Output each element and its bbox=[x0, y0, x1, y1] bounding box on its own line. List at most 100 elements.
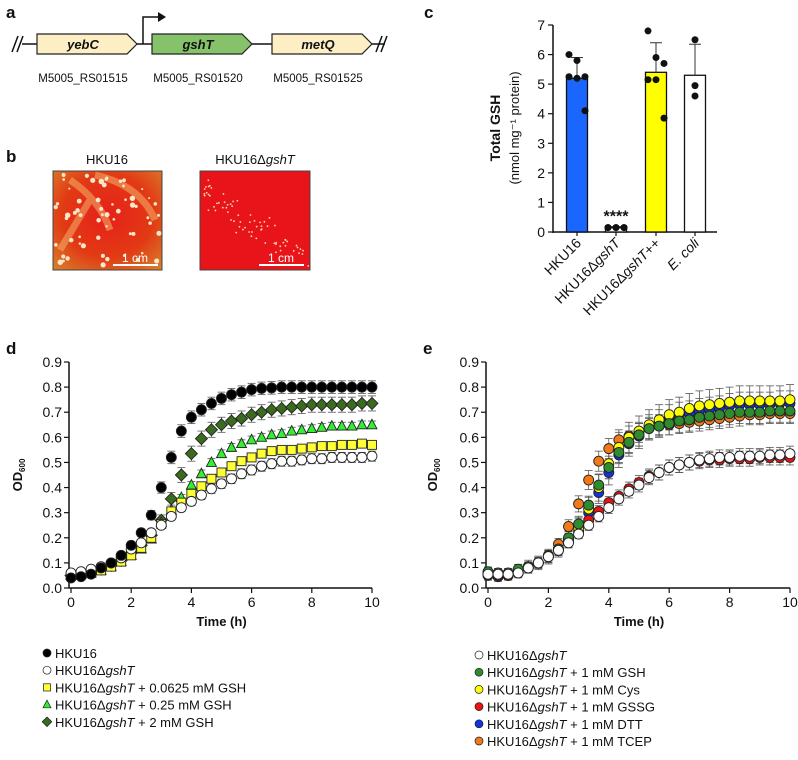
data-point bbox=[754, 450, 766, 462]
data-point bbox=[115, 549, 127, 561]
data-point bbox=[336, 439, 347, 450]
y-tick-label: 0.4 bbox=[460, 480, 480, 496]
y-axis-title-main: OD bbox=[425, 472, 440, 492]
break-mark-icon bbox=[375, 35, 388, 53]
label-part: + 1 mM DTT bbox=[567, 717, 643, 732]
colony bbox=[157, 213, 160, 217]
data-point bbox=[185, 478, 198, 490]
colony bbox=[101, 182, 107, 188]
data-point bbox=[316, 420, 328, 432]
data-point bbox=[703, 399, 715, 411]
data-point bbox=[276, 444, 287, 455]
colony bbox=[248, 231, 251, 233]
growth-chart-e: 0.0 0.1 0.2 0.3 0.4 0.5 0.6 0.7 0.8 0.9 0 2 4 6 8 10 Tim… bbox=[425, 354, 798, 749]
data-point bbox=[246, 384, 258, 396]
legend-label: HKU16ΔgshT bbox=[487, 648, 568, 663]
data-point bbox=[754, 406, 766, 418]
colony bbox=[105, 225, 108, 228]
colony bbox=[301, 253, 304, 255]
colony bbox=[295, 244, 298, 247]
colony bbox=[61, 173, 66, 177]
colony bbox=[100, 262, 106, 268]
gene-locus: M5005_RS01520 bbox=[153, 73, 243, 85]
data-point bbox=[643, 423, 655, 434]
data-point bbox=[296, 381, 308, 393]
data-point bbox=[65, 572, 77, 584]
y-axis-units: (nmol mg⁻¹ protein) bbox=[507, 71, 522, 184]
y-axis-title-subscript: 600 bbox=[433, 458, 442, 472]
colony bbox=[148, 221, 152, 225]
x-tick-label: 2 bbox=[127, 594, 135, 610]
data-point bbox=[316, 441, 327, 452]
data-point bbox=[195, 489, 207, 501]
data-point bbox=[195, 404, 207, 416]
data-point bbox=[573, 74, 581, 82]
legend-label: HKU16ΔgshT + 0.25 mM GSH bbox=[55, 698, 232, 713]
data-point bbox=[306, 442, 317, 453]
gene-arrow-yebC bbox=[36, 33, 138, 55]
data-point bbox=[784, 405, 796, 417]
y-tick-label: 0.1 bbox=[43, 555, 63, 571]
colony bbox=[96, 235, 101, 240]
x-tick-label: 4 bbox=[605, 594, 613, 610]
colony bbox=[54, 243, 58, 247]
colony bbox=[273, 242, 276, 245]
colony bbox=[230, 219, 232, 221]
gene-locus: M5005_RS01525 bbox=[273, 73, 363, 85]
colony bbox=[260, 228, 263, 231]
label-part: HKU16 bbox=[55, 646, 97, 661]
legend-marker-icon bbox=[474, 650, 484, 660]
colony bbox=[299, 248, 302, 251]
label-part: HKU16Δ bbox=[487, 648, 538, 663]
data-point bbox=[155, 519, 167, 531]
colony bbox=[64, 212, 71, 218]
colony bbox=[53, 205, 58, 210]
label-part: HKU16Δ bbox=[487, 682, 538, 697]
label-part: HKU16Δ bbox=[487, 717, 538, 732]
y-axis-title: OD600 bbox=[425, 458, 442, 491]
colony bbox=[84, 173, 90, 178]
colony bbox=[129, 202, 136, 208]
data-point bbox=[620, 224, 628, 232]
panel-label-d: d bbox=[6, 339, 16, 358]
colony bbox=[61, 254, 66, 259]
colony bbox=[100, 253, 105, 258]
data-point bbox=[276, 381, 288, 393]
label-part-italic: E. coli bbox=[664, 234, 703, 273]
data-point bbox=[581, 107, 589, 115]
data-point bbox=[256, 448, 267, 459]
label-part: HKU16Δ bbox=[55, 663, 106, 678]
colony bbox=[205, 191, 208, 194]
x-tick-label: 2 bbox=[545, 594, 553, 610]
y-tick-label: 0.9 bbox=[43, 354, 63, 370]
colony bbox=[76, 198, 82, 204]
colony bbox=[302, 249, 304, 252]
data-point bbox=[764, 449, 776, 461]
colony bbox=[129, 195, 136, 202]
data-point bbox=[724, 408, 736, 419]
colony bbox=[242, 228, 244, 231]
colony bbox=[226, 203, 229, 206]
y-axis-title: Total GSH bbox=[487, 95, 503, 162]
colony bbox=[205, 185, 207, 188]
data-point bbox=[563, 521, 574, 532]
colony bbox=[255, 237, 258, 240]
colony bbox=[216, 202, 218, 205]
gene-arrow-metQ bbox=[271, 33, 373, 55]
label-part: + 0.25 mM GSH bbox=[135, 698, 232, 713]
colony bbox=[61, 259, 65, 263]
colony bbox=[217, 201, 220, 204]
colony bbox=[96, 218, 101, 223]
bar-chart-total-gsh: Total GSH (nmol mg⁻¹ protein) 01234567HK… bbox=[487, 17, 717, 318]
y-tick-label: 0.3 bbox=[43, 505, 63, 521]
legend-label: HKU16ΔgshT + 1 mM GSSG bbox=[487, 700, 655, 715]
label-part-italic: gshT bbox=[538, 665, 568, 680]
colony bbox=[99, 206, 104, 211]
data-point bbox=[784, 394, 796, 406]
legend-marker-icon bbox=[42, 648, 52, 658]
x-axis-title: Time (h) bbox=[196, 614, 246, 629]
colony bbox=[244, 226, 246, 229]
data-point bbox=[245, 433, 258, 445]
data-point bbox=[246, 452, 257, 463]
data-point bbox=[316, 453, 328, 465]
